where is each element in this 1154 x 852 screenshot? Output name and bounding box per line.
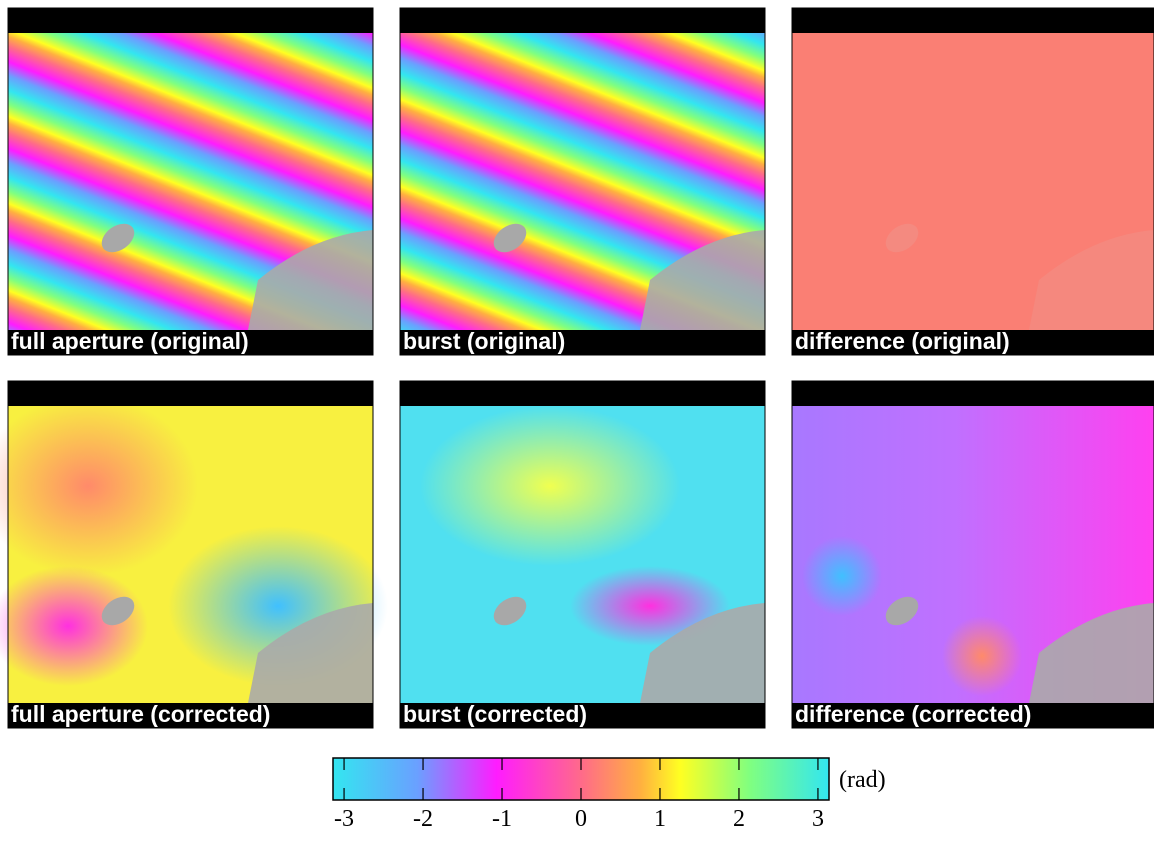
panel: full aperture (corrected) — [0, 380, 388, 729]
panel-frame — [399, 7, 766, 356]
band-top — [400, 8, 765, 33]
shadow-area — [248, 603, 373, 703]
lake — [493, 596, 527, 626]
panel: difference (original) — [791, 7, 1154, 356]
panel: full aperture (original) — [7, 7, 374, 356]
lake — [101, 596, 135, 626]
shadow-area — [640, 603, 765, 703]
band-top — [8, 8, 373, 33]
blob — [0, 396, 198, 576]
panel-frame — [399, 380, 766, 729]
blob — [420, 406, 680, 566]
panel-label: full aperture (corrected) — [11, 701, 270, 727]
lake — [885, 223, 919, 253]
band-top — [792, 8, 1154, 33]
panel-frame — [7, 7, 374, 356]
panel-label: difference (corrected) — [795, 701, 1031, 727]
blob — [802, 536, 882, 616]
lake — [101, 223, 135, 253]
panel: burst (original) — [399, 7, 766, 356]
blob — [0, 566, 148, 686]
panel-frame — [791, 380, 1154, 729]
shadow-area — [248, 230, 373, 330]
tick-label: -3 — [334, 806, 354, 832]
shadow-area — [1029, 230, 1154, 330]
shadow-area — [640, 230, 765, 330]
band-bottom — [792, 703, 1154, 728]
panel-label: full aperture (original) — [11, 328, 249, 354]
blob — [942, 616, 1022, 696]
panel: burst (corrected) — [399, 380, 766, 729]
tick-label: -1 — [492, 806, 512, 832]
lake — [885, 596, 919, 626]
lake — [493, 223, 527, 253]
panel-frame — [7, 380, 374, 729]
band-top — [792, 381, 1154, 406]
band-bottom — [8, 703, 373, 728]
band-bottom — [400, 330, 765, 355]
tick-label: 0 — [575, 806, 587, 832]
band-top — [400, 381, 765, 406]
band-bottom — [8, 330, 373, 355]
band-top — [8, 381, 373, 406]
band-bottom — [792, 330, 1154, 355]
panel-frame — [791, 7, 1154, 356]
panel: difference (corrected) — [791, 380, 1154, 729]
tick-label: -2 — [413, 806, 433, 832]
colorbar-label: (rad) — [839, 767, 886, 793]
shadow-area — [1029, 603, 1154, 703]
tick-label: 1 — [654, 806, 666, 832]
tick-label: 3 — [812, 806, 824, 832]
panel-label: burst (corrected) — [403, 701, 587, 727]
tick-label: 2 — [733, 806, 745, 832]
panel-label: difference (original) — [795, 328, 1010, 354]
panel-label: burst (original) — [403, 328, 565, 354]
band-bottom — [400, 703, 765, 728]
